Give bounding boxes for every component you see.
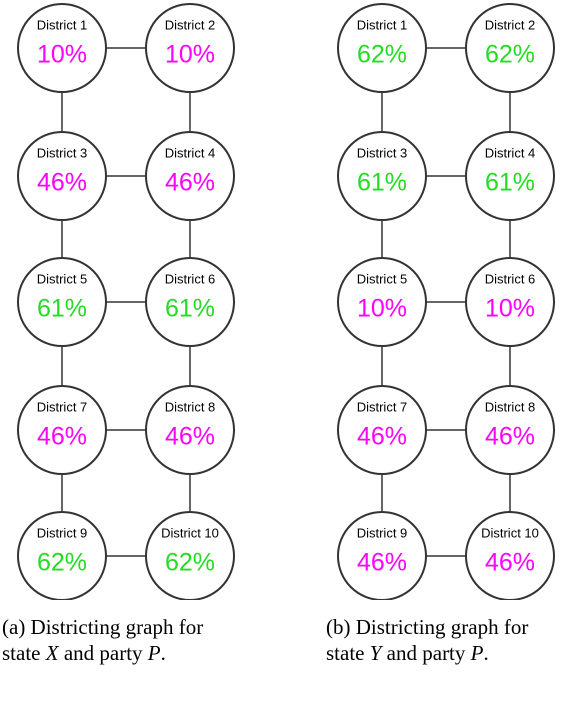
node-value: 62% — [37, 549, 87, 577]
node-value: 10% — [165, 41, 215, 69]
node-label: District 9 — [357, 525, 408, 540]
caption-text: X — [45, 641, 59, 665]
node-value: 61% — [165, 295, 215, 323]
node-value: 46% — [485, 549, 535, 577]
caption-text: Y — [369, 641, 382, 665]
node — [465, 511, 555, 600]
node-value: 61% — [357, 169, 407, 197]
node-label: District 6 — [165, 271, 216, 286]
caption-text: and party — [381, 641, 471, 665]
node-label: District 2 — [485, 17, 536, 32]
node — [337, 3, 427, 93]
node — [17, 3, 107, 93]
node-label: District 2 — [165, 17, 216, 32]
node-value: 46% — [37, 169, 87, 197]
caption-text: P — [470, 641, 484, 665]
node — [145, 511, 235, 600]
node — [465, 385, 555, 475]
node-label: District 10 — [161, 525, 219, 540]
node-label: District 5 — [357, 271, 408, 286]
node-label: District 7 — [357, 399, 408, 414]
node — [17, 131, 107, 221]
caption: (b) Districting graph for state Y and pa… — [326, 614, 531, 666]
node-value: 46% — [165, 423, 215, 451]
node — [145, 257, 235, 347]
caption-text: . — [160, 641, 166, 665]
node-label: District 6 — [485, 271, 536, 286]
node-label: District 5 — [37, 271, 88, 286]
node-value: 62% — [165, 549, 215, 577]
node-value: 46% — [357, 423, 407, 451]
node — [465, 257, 555, 347]
caption-text: P — [147, 641, 161, 665]
node-value: 46% — [37, 423, 87, 451]
caption-text: and party — [58, 641, 148, 665]
node-value: 46% — [357, 549, 407, 577]
node-value: 46% — [165, 169, 215, 197]
node — [337, 385, 427, 475]
node — [145, 385, 235, 475]
node-label: District 4 — [165, 145, 216, 160]
node-value: 10% — [485, 295, 535, 323]
node-value: 62% — [485, 41, 535, 69]
node-value: 10% — [357, 295, 407, 323]
node-value: 10% — [37, 41, 87, 69]
caption: (a) Districting graph for state X and pa… — [2, 614, 207, 666]
node-label: District 1 — [37, 17, 88, 32]
node-value: 46% — [485, 423, 535, 451]
node-label: District 3 — [37, 145, 88, 160]
node — [465, 131, 555, 221]
node-label: District 7 — [37, 399, 88, 414]
node-value: 61% — [37, 295, 87, 323]
node-label: District 10 — [481, 525, 539, 540]
node — [337, 257, 427, 347]
node — [17, 385, 107, 475]
node-label: District 1 — [357, 17, 408, 32]
caption-text: (a) Districting graph for state — [2, 615, 204, 665]
node-label: District 9 — [37, 525, 88, 540]
node-label: District 8 — [165, 399, 216, 414]
node-label: District 3 — [357, 145, 408, 160]
node — [465, 3, 555, 93]
diagram: District 1 10% District 2 10% District 3 46% D… — [17, 3, 555, 600]
node-value: 62% — [357, 41, 407, 69]
caption-text: . — [483, 641, 489, 665]
node — [145, 131, 235, 221]
node — [17, 511, 107, 600]
node — [145, 3, 235, 93]
node-label: District 8 — [485, 399, 536, 414]
node-value: 61% — [485, 169, 535, 197]
node-label: District 4 — [485, 145, 536, 160]
node — [337, 511, 427, 600]
node — [17, 257, 107, 347]
caption-text: (b) Districting graph for state — [326, 615, 529, 665]
node — [337, 131, 427, 221]
